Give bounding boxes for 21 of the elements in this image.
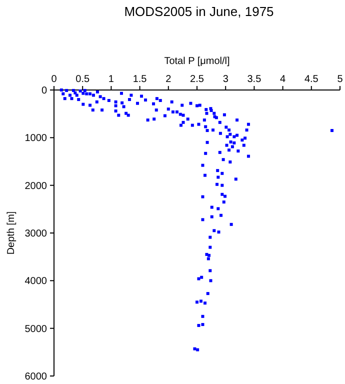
x-tick-label: 0.5 [76,74,90,85]
y-tick-label: 5000 [24,324,48,335]
y-tick-label: 3000 [24,228,48,240]
y-tick-label: 6000 [24,372,48,382]
x-tick-label: 2.5 [190,74,204,85]
x-axis-title: Total P [μmol/l] [164,56,230,67]
y-tick-label: 4000 [24,276,48,288]
x-tick-label: 3.5 [247,74,262,85]
x-tick-label: 1 [108,74,114,85]
x-tick-label: 2 [166,74,172,85]
x-tick-label: 0 [51,74,58,85]
x-tick-label: 5 [337,74,344,85]
x-tick-label: 4 [280,74,286,85]
x-tick-label: 4.5 [304,74,319,85]
y-tick-label: 1000 [24,133,48,144]
chart-title: MODS2005 in June, 1975 [124,4,274,19]
x-tick-label: 1.5 [132,74,148,85]
y-axis-title: Depth [m] [6,211,17,255]
x-tick-label: 3 [222,74,229,85]
y-tick-label: 0 [41,86,48,96]
y-tick-label: 2000 [24,180,48,192]
